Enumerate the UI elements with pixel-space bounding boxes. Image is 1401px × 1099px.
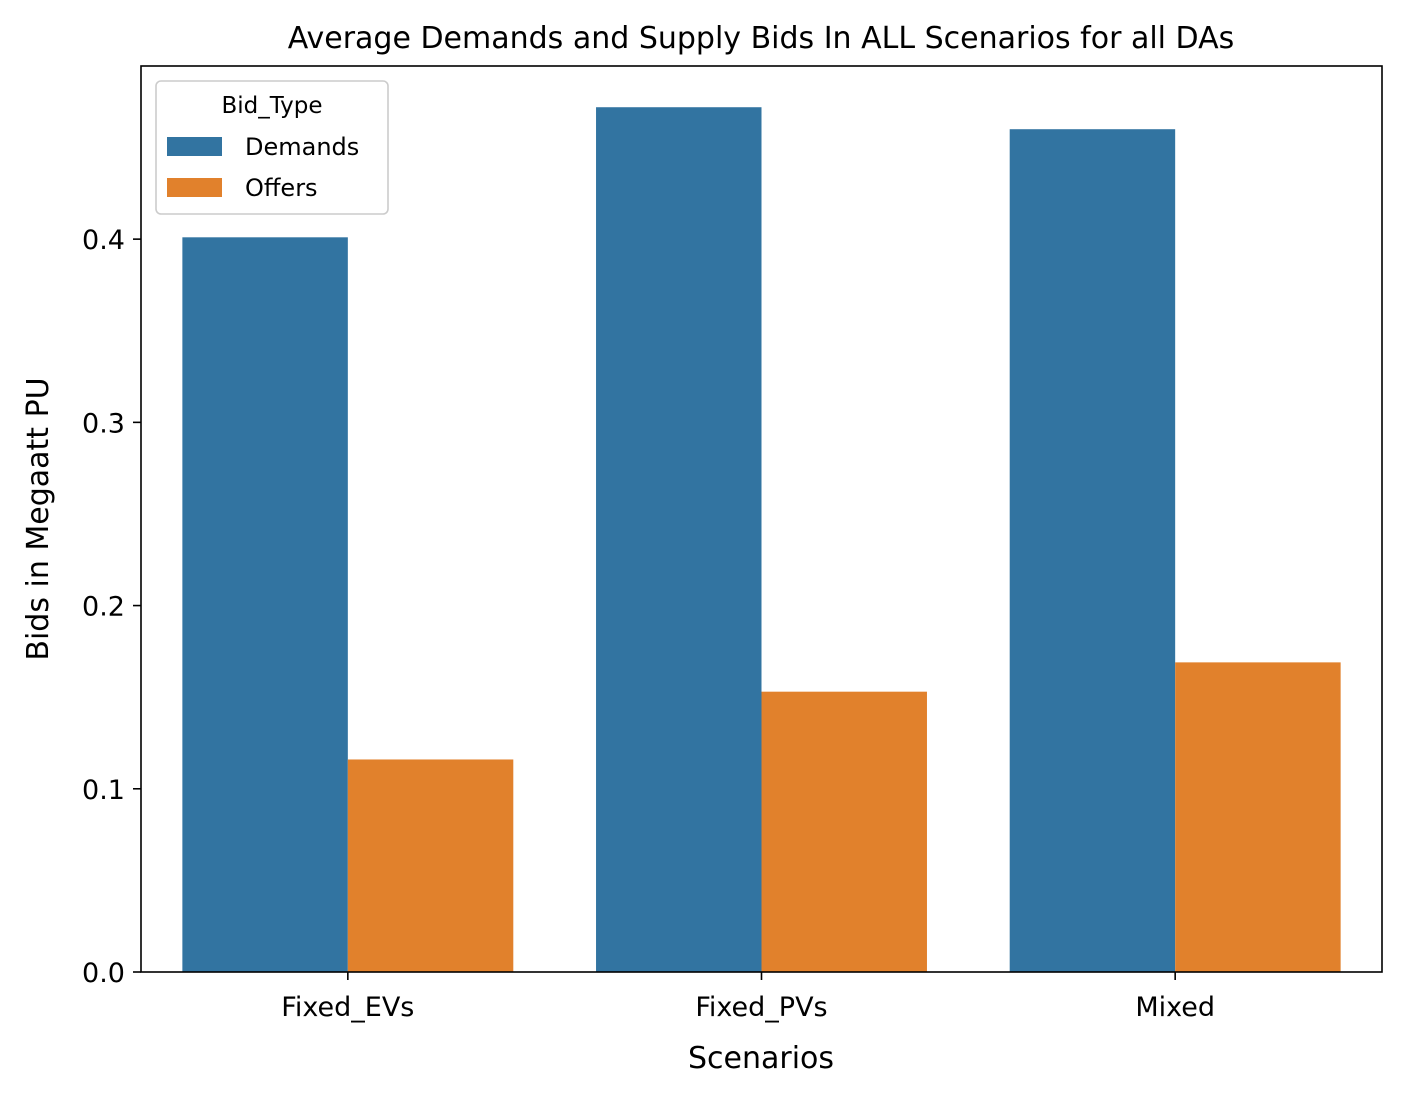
bars-layer <box>182 107 1341 973</box>
x-axis: Fixed_EVs Fixed_PVs Mixed <box>281 972 1215 1023</box>
legend-title: Bid_Type <box>221 93 322 119</box>
legend-label-demands: Demands <box>245 133 359 161</box>
bar-demands-fixed-pvs <box>596 107 762 973</box>
bar-demands-fixed-evs <box>182 237 348 972</box>
x-axis-label: Scenarios <box>688 1041 834 1076</box>
y-tick-label: 0.3 <box>82 408 125 439</box>
y-tick-label: 0.1 <box>82 775 125 806</box>
bar-offers-fixed-pvs <box>761 691 927 972</box>
y-tick-label: 0.4 <box>82 225 125 256</box>
legend-label-offers: Offers <box>245 174 318 202</box>
bar-offers-mixed <box>1175 662 1341 972</box>
legend-swatch-offers <box>167 178 222 197</box>
legend-swatch-demands <box>167 137 222 156</box>
chart-title: Average Demands and Supply Bids In ALL S… <box>288 21 1235 56</box>
y-axis-label: Bids in Megaatt PU <box>21 377 56 660</box>
legend-items: Demands Offers <box>167 133 359 202</box>
bar-offers-fixed-evs <box>347 759 514 972</box>
bar-demands-mixed <box>1009 129 1176 973</box>
x-tick-label: Fixed_EVs <box>281 992 414 1023</box>
legend: Bid_Type Demands Offers <box>155 80 389 215</box>
x-tick-label: Fixed_PVs <box>695 992 827 1023</box>
x-tick-label: Mixed <box>1135 992 1215 1023</box>
y-tick-label: 0.0 <box>82 958 125 989</box>
y-axis: 0.0 0.1 0.2 0.3 0.4 <box>82 225 141 989</box>
y-tick-label: 0.2 <box>82 592 125 623</box>
